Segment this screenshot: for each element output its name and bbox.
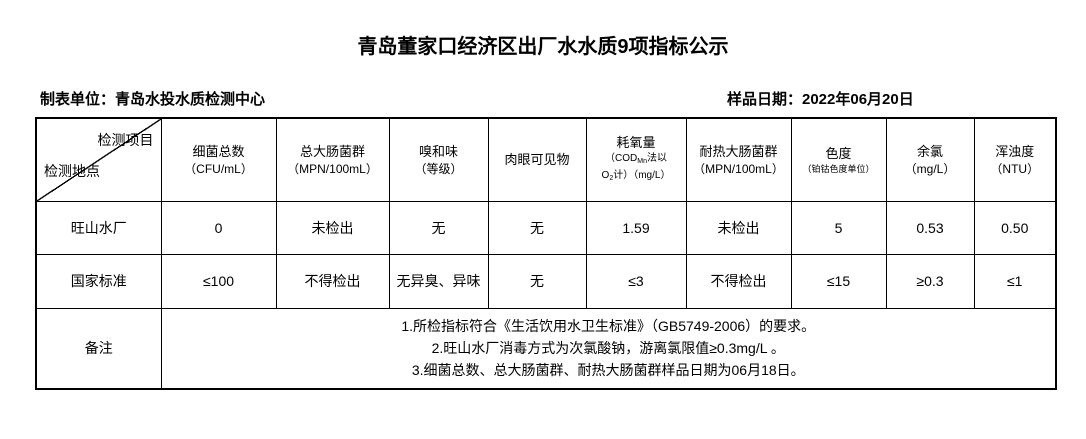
row-wangshan-plant: 旺山水厂 0 未检出 无 无 1.59 未检出 5 0.53 0.50 xyxy=(35,200,1057,255)
col-header-odor-taste: 嗅和味 （等级） xyxy=(388,117,489,202)
col-header-total-coliform: 总大肠菌群 （MPN/100mL） xyxy=(275,117,390,202)
corner-label-project: 检测项目 xyxy=(97,132,154,148)
water-quality-table: 检测项目 检测地点 细菌总数 （CFU/mL） 总大肠菌群 （MPN/100mL… xyxy=(35,117,1057,390)
cod-unit-part: O xyxy=(601,170,610,182)
page-title: 青岛董家口经济区出厂水水质9项指标公示 xyxy=(357,36,729,58)
header-row: 检测项目 检测地点 细菌总数 （CFU/mL） 总大肠菌群 （MPN/100mL… xyxy=(35,117,1057,202)
table-cell: ≤15 xyxy=(790,253,887,309)
corner-label-location: 检测地点 xyxy=(44,162,100,179)
col-header-residual-chlorine: 余氯 （mg/L） xyxy=(885,117,975,202)
table-cell: 无 xyxy=(388,200,489,255)
col-header-turbidity: 浑浊度 （NTU） xyxy=(973,117,1057,202)
table-cell: ≥0.3 xyxy=(885,253,975,309)
table-cell: 不得检出 xyxy=(685,253,792,309)
row-label: 旺山水厂 xyxy=(35,200,162,255)
remarks-label: 备注 xyxy=(35,307,162,390)
sample-date-label: 样品日期：2022年06月20日 xyxy=(727,91,914,108)
table-cell: 0 xyxy=(160,200,277,255)
table-cell: 无 xyxy=(487,200,587,255)
remarks-row: 备注 1.所检指标符合《生活饮用水卫生标准》（GB5749-2006）的要求。 … xyxy=(35,307,1057,390)
table-cell: ≤100 xyxy=(160,253,277,309)
cod-unit-part: 计）（mg/L） xyxy=(613,170,671,182)
cod-unit-part: （COD xyxy=(605,153,638,165)
col-header-visible-matter: 肉眼可见物 xyxy=(487,117,587,202)
col-header-thermotolerant-coliform: 耐热大肠菌群 （MPN/100mL） xyxy=(685,117,792,202)
table-cell: 不得检出 xyxy=(275,253,390,309)
cod-subscript-mn: Mn xyxy=(637,158,647,166)
table-cell: 无 xyxy=(487,253,587,309)
remark-line: 1.所检指标符合《生活饮用水卫生标准》（GB5749-2006）的要求。 xyxy=(401,318,816,335)
table-cell: 1.59 xyxy=(585,200,687,255)
corner-cell: 检测项目 检测地点 xyxy=(35,117,162,202)
remarks-content: 1.所检指标符合《生活饮用水卫生标准》（GB5749-2006）的要求。 2.旺… xyxy=(160,307,1057,390)
row-label: 国家标准 xyxy=(35,253,162,309)
cod-unit-part: 法以 xyxy=(646,153,667,165)
col-header-cod: 耗氧量 （CODMn法以 O2计）（mg/L） xyxy=(585,117,687,202)
cod-subscript-o2: 2 xyxy=(609,175,614,183)
table-cell: 无异臭、异味 xyxy=(388,253,489,309)
table-cell: 0.53 xyxy=(885,200,975,255)
table-cell: 未检出 xyxy=(685,200,792,255)
row-national-standard: 国家标准 ≤100 不得检出 无异臭、异味 无 ≤3 不得检出 ≤15 ≥0.3… xyxy=(35,253,1057,309)
remark-line: 3.细菌总数、总大肠菌群、耐热大肠菌群样品日期为06月18日。 xyxy=(411,362,805,379)
table-cell: ≤3 xyxy=(585,253,687,309)
col-header-chroma: 色度 （铂钴色度单位） xyxy=(790,117,887,202)
table-cell: 未检出 xyxy=(275,200,390,255)
producer-label: 制表单位：青岛水投水质检测中心 xyxy=(40,91,266,108)
remark-line: 2.旺山水厂消毒方式为次氯酸钠，游离氯限值≥0.3mg/L 。 xyxy=(431,340,785,357)
table-cell: ≤1 xyxy=(973,253,1057,309)
col-header-total-bacteria: 细菌总数 （CFU/mL） xyxy=(160,117,277,202)
table-cell: 5 xyxy=(790,200,887,255)
table-cell: 0.50 xyxy=(973,200,1057,255)
